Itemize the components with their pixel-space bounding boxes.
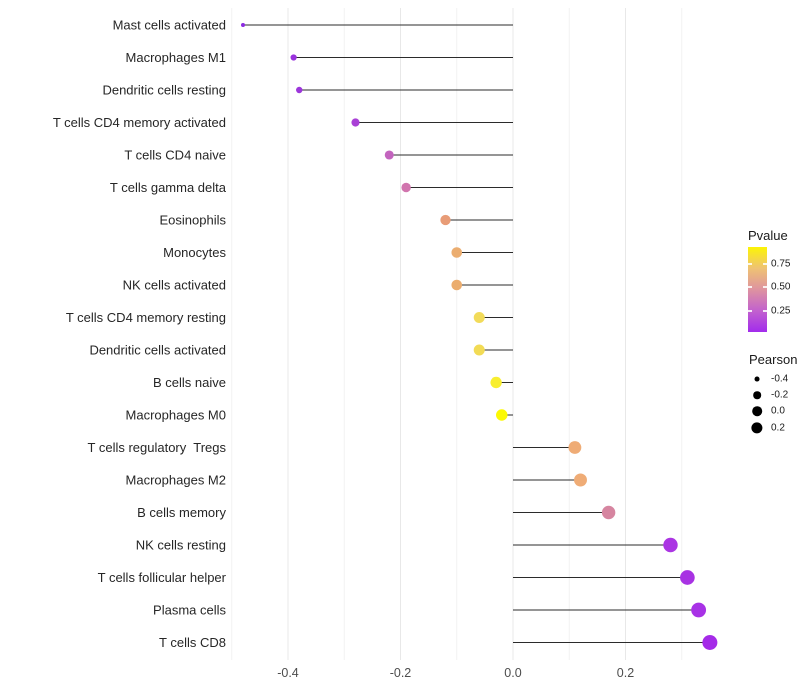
- x-axis-tick-label: 0.0: [504, 666, 521, 680]
- lollipop-dot: [691, 602, 707, 618]
- x-axis-tick-label: -0.4: [277, 666, 299, 680]
- lollipop-dot: [568, 441, 582, 454]
- lollipop-dot: [290, 54, 297, 61]
- y-axis-label: T cells regulatory Tregs: [88, 440, 227, 455]
- pvalue-gradient-tick: [763, 309, 767, 312]
- y-axis-label: Plasma cells: [153, 603, 226, 618]
- y-axis-label: T cells CD4 memory activated: [53, 115, 226, 130]
- pvalue-gradient-tick: [748, 309, 752, 312]
- pvalue-gradient-tick: [763, 286, 767, 289]
- pearson-legend-size-dot: [752, 406, 762, 417]
- pvalue-legend-tick-label: 0.75: [771, 258, 791, 270]
- lollipop-dot: [574, 473, 587, 487]
- lollipop-dot: [384, 150, 394, 160]
- y-axis-label: Macrophages M2: [126, 473, 226, 488]
- lollipop-dot: [663, 537, 678, 553]
- y-axis-label: Dendritic cells resting: [102, 83, 226, 98]
- y-axis-label: T cells CD8: [159, 635, 226, 650]
- y-axis-label: Macrophages M0: [126, 408, 226, 423]
- lollipop-dot: [702, 634, 718, 651]
- pvalue-gradient-tick: [748, 262, 752, 265]
- pearson-legend-size-dot: [753, 391, 761, 399]
- y-axis-label: Mast cells activated: [113, 18, 226, 33]
- pearson-legend-tick-label: -0.2: [771, 389, 789, 401]
- lollipop-dot: [401, 182, 411, 193]
- lollipop-dot: [451, 279, 463, 291]
- lollipop-dot: [473, 344, 485, 356]
- y-axis-label: T cells gamma delta: [110, 180, 227, 195]
- pearson-legend-size-dot: [751, 421, 763, 434]
- pvalue-legend-tick-label: 0.25: [771, 305, 791, 317]
- pvalue-legend-title: Pvalue: [748, 228, 788, 243]
- pvalue-gradient-tick: [763, 262, 767, 265]
- y-axis-label: Dendritic cells activated: [89, 343, 226, 358]
- lollipop-dot: [680, 570, 695, 585]
- x-axis-tick-label: 0.2: [617, 666, 634, 680]
- y-axis-label: Monocytes: [163, 245, 226, 260]
- lollipop-dot: [473, 311, 485, 324]
- lollipop-dot: [601, 505, 616, 520]
- y-axis-label: B cells memory: [137, 505, 226, 520]
- pearson-legend: Pearson -0.4 -0.2 0.0 0.2: [749, 352, 800, 442]
- x-axis-tick-label: -0.2: [390, 666, 412, 680]
- y-axis-label: NK cells resting: [136, 538, 226, 553]
- pvalue-gradient-bar: [748, 247, 767, 332]
- pvalue-legend: Pvalue 0.75 0.50 0.25: [748, 228, 800, 338]
- lollipop-dot: [296, 86, 303, 94]
- lollipop-dot: [440, 214, 451, 226]
- y-axis-label: T cells CD4 naive: [124, 148, 226, 163]
- y-axis-label: T cells CD4 memory resting: [66, 310, 226, 325]
- pearson-legend-size-dot: [754, 376, 760, 382]
- pearson-legend-tick-label: 0.0: [771, 405, 785, 417]
- lollipop-dot: [451, 247, 463, 258]
- pvalue-gradient-tick: [748, 286, 752, 289]
- lollipop-dot: [241, 23, 245, 27]
- y-axis-label: Eosinophils: [160, 213, 227, 228]
- lollipop-dot: [490, 376, 502, 389]
- y-axis-label: B cells naive: [153, 375, 226, 390]
- pearson-legend-title: Pearson: [749, 352, 798, 367]
- y-axis-label: NK cells activated: [123, 278, 226, 293]
- y-axis-label: Macrophages M1: [126, 50, 226, 65]
- y-axis-label: T cells follicular helper: [98, 570, 227, 585]
- pearson-legend-tick-label: -0.4: [771, 373, 789, 385]
- lollipop-dot: [496, 409, 508, 421]
- pvalue-legend-tick-label: 0.50: [771, 281, 791, 293]
- pearson-legend-tick-label: 0.2: [771, 422, 785, 434]
- lollipop-dot: [351, 118, 360, 127]
